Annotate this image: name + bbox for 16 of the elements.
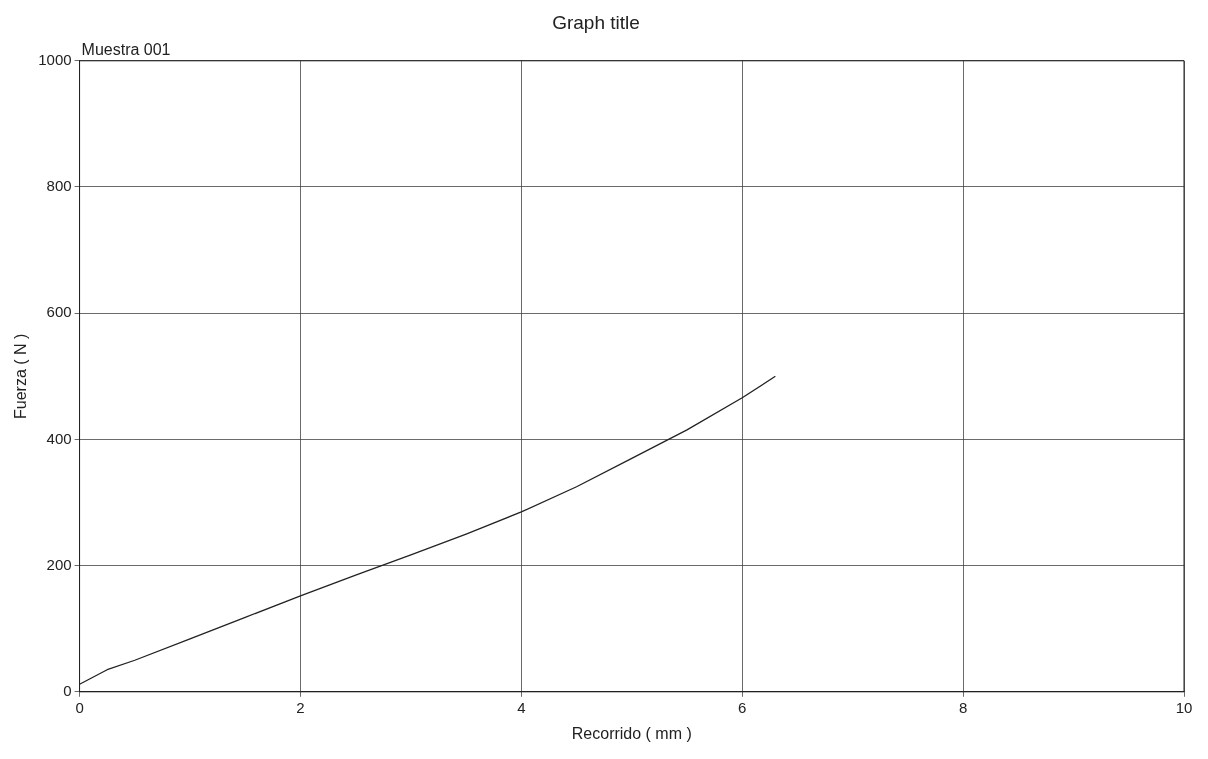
y-tick-label: 1000: [38, 50, 72, 68]
x-tick-label: 0: [75, 698, 84, 716]
x-axis-title: Recorrido ( mm ): [571, 724, 692, 742]
x-tick-label: 8: [958, 698, 968, 716]
y-axis-title: Fuerza ( N ): [12, 333, 30, 419]
text: Muestra 001: [81, 41, 171, 59]
x-tick-label: 2: [296, 698, 305, 716]
x-tick-label: 6: [738, 698, 747, 716]
y-tick-label: 800: [46, 177, 72, 195]
y-tick-label: 200: [46, 555, 72, 573]
x-tick-label: 10: [1175, 698, 1193, 716]
chart-title: Graph title: [552, 11, 640, 33]
y-tick-label: 600: [46, 303, 72, 321]
y-tick-label: 400: [46, 429, 72, 447]
x-tick-label: 4: [517, 698, 526, 716]
y-tick-label: 0: [63, 681, 72, 699]
